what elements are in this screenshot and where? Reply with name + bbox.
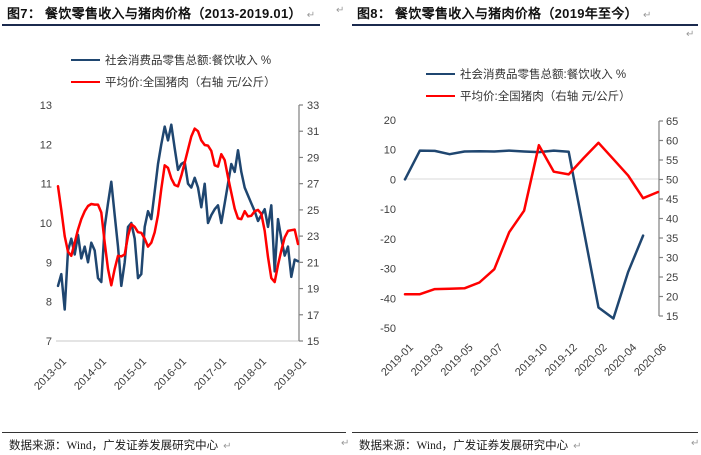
right-axis-tick-label: 23 — [307, 231, 319, 243]
return-mark-icon: ↵ — [573, 441, 582, 452]
figure8-legend: 社会消费品零售总额:餐饮收入 % 平均价:全国猪肉（右轴 元/公斤） — [426, 63, 631, 107]
source-divider — [352, 432, 698, 433]
blue-line-swatch-icon — [71, 59, 100, 61]
source-divider — [2, 432, 346, 433]
series-line-catering-income — [56, 123, 300, 311]
x-axis-tick-label: 2020-06 — [632, 342, 669, 379]
return-mark-icon: ↵ — [341, 438, 350, 449]
figure7-title-row: 图7： 餐饮零售收入与猪肉价格（2013-2019.01） ↵ — [7, 3, 315, 22]
x-axis-tick-label: 2013-01 — [32, 356, 69, 393]
legend-item: 社会消费品零售总额:餐饮收入 % — [426, 63, 631, 85]
legend-label: 社会消费品零售总额:餐饮收入 % — [460, 69, 627, 81]
right-axis-tick-label: 15 — [666, 311, 678, 323]
right-axis-tick-label: 19 — [307, 284, 319, 296]
left-axis-tick-label: 20 — [384, 115, 396, 127]
figure8-title: 图8： 餐饮零售收入与猪肉价格（2019年至今） — [357, 6, 638, 21]
x-axis-tick-label: 2017-01 — [192, 356, 229, 393]
left-axis-tick-label: 11 — [41, 179, 52, 191]
return-mark-icon: ↵ — [306, 10, 316, 21]
right-axis-tick-label: 27 — [307, 179, 319, 191]
right-axis-tick-label: 50 — [666, 175, 678, 187]
figure8-line-chart: 20 10 0 -10 -20 -30 -40 -50 65 60 55 50 45 40 35 30 25 20… — [379, 115, 678, 379]
blue-line-swatch-icon — [426, 73, 455, 75]
right-axis-tick-label: 45 — [666, 194, 678, 206]
x-axis-tick-label: 2019-01 — [272, 356, 309, 393]
figure8-title-row: 图8： 餐饮零售收入与猪肉价格（2019年至今） ↵ — [357, 3, 652, 22]
right-axis-tick-label: 30 — [666, 253, 678, 265]
left-axis-tick-label: -10 — [380, 204, 396, 216]
figure7-legend: 社会消费品零售总额:餐饮收入 % 平均价:全国猪肉（右轴 元/公斤） — [71, 49, 276, 93]
right-axis-tick-label: 25 — [666, 272, 678, 284]
figure7-source: 数据来源：Wind，广发证券发展研究中心 ↵ — [9, 437, 231, 453]
figure8-panel: 图8： 餐饮零售收入与猪肉价格（2019年至今） ↵ ↵ 社会消费品零售总额:餐饮… — [350, 0, 700, 455]
title-underline — [352, 24, 698, 26]
right-axis-tick-label: 55 — [666, 155, 678, 167]
legend-item: 社会消费品零售总额:餐饮收入 % — [71, 49, 276, 71]
legend-item: 平均价:全国猪肉（右轴 元/公斤） — [71, 71, 276, 93]
x-axis-tick-label: 2015-01 — [112, 356, 149, 393]
left-axis-tick-label: 0 — [390, 174, 396, 186]
return-mark-icon: ↵ — [642, 10, 652, 21]
title-underline — [2, 24, 320, 26]
right-axis-tick-label: 31 — [307, 126, 319, 138]
left-axis-tick-label: 8 — [46, 297, 52, 309]
figure7-panel: 图7： 餐饮零售收入与猪肉价格（2013-2019.01） ↵ ↵ 社会消费品零售… — [0, 0, 350, 455]
left-axis-tick-label: 10 — [40, 218, 52, 230]
left-axis-tick-label: 13 — [40, 100, 52, 112]
red-line-swatch-icon — [426, 95, 455, 97]
x-axis-tick-label: 2014-01 — [72, 356, 109, 393]
left-axis-tick-label: -30 — [380, 264, 396, 276]
x-axis-tick-label: 2019-07 — [468, 342, 505, 379]
right-axis-tick-label: 29 — [307, 152, 319, 164]
figure7-title: 图7： 餐饮零售收入与猪肉价格（2013-2019.01） — [7, 6, 302, 21]
right-axis-tick-label: 17 — [307, 310, 319, 322]
legend-item: 平均价:全国猪肉（右轴 元/公斤） — [426, 85, 631, 107]
series-line-catering-income — [403, 149, 645, 320]
x-axis-tick-label: 2016-01 — [152, 356, 189, 393]
legend-label: 社会消费品零售总额:餐饮收入 % — [105, 55, 272, 67]
right-axis-tick-label: 35 — [666, 233, 678, 245]
left-axis-tick-label: 10 — [384, 145, 396, 157]
series-line-pork-price — [56, 127, 300, 287]
right-axis-tick-label: 21 — [307, 257, 319, 269]
legend-label: 平均价:全国猪肉（右轴 元/公斤） — [105, 77, 276, 89]
return-mark-icon: ↵ — [686, 29, 695, 40]
right-axis-tick-label: 40 — [666, 214, 678, 226]
return-mark-icon: ↵ — [691, 438, 700, 449]
series-line-pork-price — [403, 141, 660, 296]
left-axis-tick-label: -40 — [380, 293, 396, 305]
left-axis-tick-label: 7 — [46, 336, 52, 348]
data-source-text: 数据来源：Wind，广发证券发展研究中心 — [9, 440, 219, 452]
data-source-text: 数据来源：Wind，广发证券发展研究中心 — [359, 440, 569, 452]
right-axis-tick-label: 33 — [307, 100, 319, 112]
return-mark-icon: ↵ — [223, 441, 232, 452]
left-axis-tick-label: 9 — [46, 257, 52, 269]
right-axis-tick-label: 20 — [666, 292, 678, 304]
right-axis-tick-label: 60 — [666, 136, 678, 148]
red-line-swatch-icon — [71, 81, 100, 83]
left-axis-tick-label: -50 — [380, 323, 396, 335]
figure8-source: 数据来源：Wind，广发证券发展研究中心 ↵ — [359, 437, 581, 453]
left-axis-tick-label: -20 — [380, 234, 396, 246]
return-mark-icon: ↵ — [336, 5, 345, 16]
right-axis-tick-label: 65 — [666, 116, 678, 128]
right-axis-tick-label: 25 — [307, 205, 319, 217]
legend-label: 平均价:全国猪肉（右轴 元/公斤） — [460, 91, 631, 103]
right-axis-tick-label: 15 — [307, 336, 319, 348]
x-axis-tick-label: 2018-01 — [232, 356, 269, 393]
left-axis-tick-label: 12 — [40, 139, 52, 151]
